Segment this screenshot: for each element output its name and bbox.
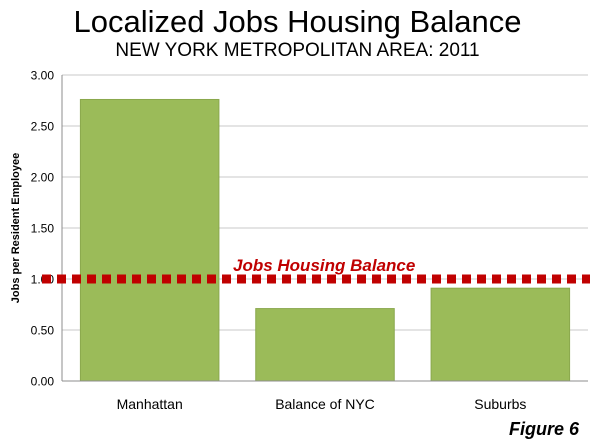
- y-tick-label: 3.00: [31, 69, 55, 83]
- y-tick-label: 2.50: [31, 120, 55, 134]
- bar-chart: 0.000.501.001.502.002.503.00 Jobs Housin…: [10, 69, 590, 412]
- y-tick-label: 2.00: [31, 171, 55, 185]
- chart-subtitle: NEW YORK METROPOLITAN AREA: 2011: [115, 40, 480, 61]
- x-axis-ticks: Manhattan Balance of NYC Suburbs: [62, 380, 588, 412]
- bar-balance-of-nyc: [255, 308, 395, 382]
- y-tick-label: 0.50: [31, 324, 55, 338]
- y-axis-label: Jobs per Resident Employee: [10, 153, 22, 303]
- x-tick-label: Suburbs: [474, 396, 526, 412]
- x-tick-label: Balance of NYC: [275, 396, 375, 412]
- chart-title: Localized Jobs Housing Balance: [73, 4, 522, 39]
- x-tick-label: Manhattan: [117, 396, 183, 412]
- reference-line-group: Jobs Housing Balance: [42, 256, 590, 284]
- bar-suburbs: [430, 287, 571, 382]
- figure-label: Figure 6: [508, 419, 579, 439]
- y-tick-label: 1.50: [31, 222, 55, 236]
- reference-line-label: Jobs Housing Balance: [233, 256, 415, 275]
- bar-manhattan: [79, 98, 220, 382]
- bars: [79, 98, 571, 382]
- y-tick-label: 0.00: [31, 375, 55, 389]
- y-axis-ticks: 0.000.501.001.502.002.503.00: [31, 69, 55, 389]
